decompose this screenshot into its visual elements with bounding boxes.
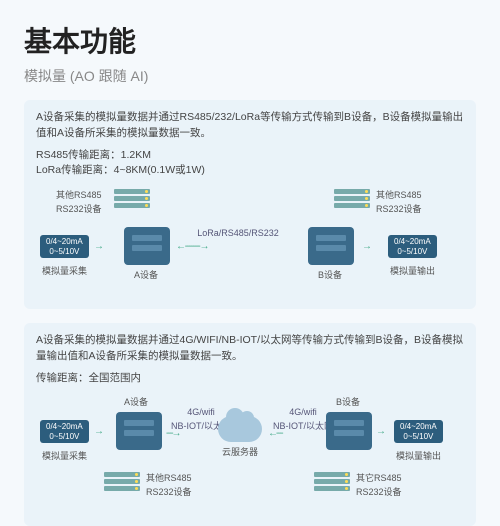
p1-link: LoRa/RS485/RS232 xyxy=(178,227,298,241)
p1-right-label: 模拟量输出 xyxy=(390,265,435,279)
server-icon xyxy=(104,472,140,494)
diagram-1: 其他RS485 RS232设备 0/4~20mA 0~5/10V 模拟量采集 →… xyxy=(36,187,464,297)
p2-devb: B设备 xyxy=(336,396,360,410)
p1-deva: A设备 xyxy=(134,269,158,283)
page-title: 基本功能 xyxy=(24,20,476,60)
arrow-icon: → xyxy=(94,424,102,439)
device-a-icon xyxy=(124,227,170,265)
panel1-spec2: LoRa传输距离：4~8KM(0.1W或1W) xyxy=(36,163,464,179)
diagram-2: 0/4~20mA 0~5/10V 模拟量采集 → A设备 4G/wifi NB-… xyxy=(36,394,464,514)
p2-right-label: 模拟量输出 xyxy=(396,450,441,464)
device-a-icon xyxy=(116,412,162,450)
p1-right-extra-label: 其他RS485 RS232设备 xyxy=(376,189,422,216)
arrow-icon: ← - - - - - - - → xyxy=(176,239,208,254)
p2-left-extra: 其他RS485 RS232设备 xyxy=(146,472,192,499)
panel-2: A设备采集的模拟量数据并通过4G/WIFI/NB-IOT/以太网等传输方式传输到… xyxy=(24,323,476,526)
p1-left-label: 模拟量采集 xyxy=(42,265,87,279)
arrow-icon: - - -→ xyxy=(166,426,180,441)
arrow-icon: ←- - - xyxy=(268,426,282,441)
p1-left-extra-label: 其他RS485 RS232设备 xyxy=(56,189,102,216)
panel2-spec: 传输距离：全国范围内 xyxy=(36,371,464,387)
server-icon xyxy=(334,189,370,211)
p2-cloud-label: 云服务器 xyxy=(222,446,258,460)
p2-right-extra: 其它RS485 RS232设备 xyxy=(356,472,402,499)
p2-left-signal: 0/4~20mA 0~5/10V xyxy=(40,420,89,443)
device-b-icon xyxy=(308,227,354,265)
p2-right-signal: 0/4~20mA 0~5/10V xyxy=(394,420,443,443)
p2-left-label: 模拟量采集 xyxy=(42,450,87,464)
p2-deva: A设备 xyxy=(124,396,148,410)
page-subtitle: 模拟量 (AO 跟随 AI) xyxy=(24,66,476,86)
panel1-desc: A设备采集的模拟量数据并通过RS485/232/LoRa等传输方式传输到B设备，… xyxy=(36,110,464,142)
panel1-spec1: RS485传输距离：1.2KM xyxy=(36,148,464,164)
p1-right-signal: 0/4~20mA 0~5/10V xyxy=(388,235,437,258)
panel2-desc: A设备采集的模拟量数据并通过4G/WIFI/NB-IOT/以太网等传输方式传输到… xyxy=(36,333,464,365)
arrow-icon: → xyxy=(362,239,370,254)
cloud-icon xyxy=(218,416,262,442)
device-b-icon xyxy=(326,412,372,450)
server-icon xyxy=(314,472,350,494)
arrow-icon: → xyxy=(376,424,384,439)
panel-1: A设备采集的模拟量数据并通过RS485/232/LoRa等传输方式传输到B设备，… xyxy=(24,100,476,309)
arrow-icon: → xyxy=(94,239,102,254)
p1-left-signal: 0/4~20mA 0~5/10V xyxy=(40,235,89,258)
p1-devb: B设备 xyxy=(318,269,342,283)
server-icon xyxy=(114,189,150,211)
